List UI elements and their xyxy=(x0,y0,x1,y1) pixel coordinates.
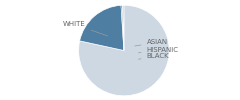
Wedge shape xyxy=(122,5,124,51)
Wedge shape xyxy=(121,5,124,51)
Wedge shape xyxy=(80,5,124,50)
Text: BLACK: BLACK xyxy=(138,53,169,59)
Wedge shape xyxy=(79,5,169,96)
Text: HISPANIC: HISPANIC xyxy=(138,47,179,53)
Text: WHITE: WHITE xyxy=(63,21,108,36)
Text: ASIAN: ASIAN xyxy=(135,39,168,46)
